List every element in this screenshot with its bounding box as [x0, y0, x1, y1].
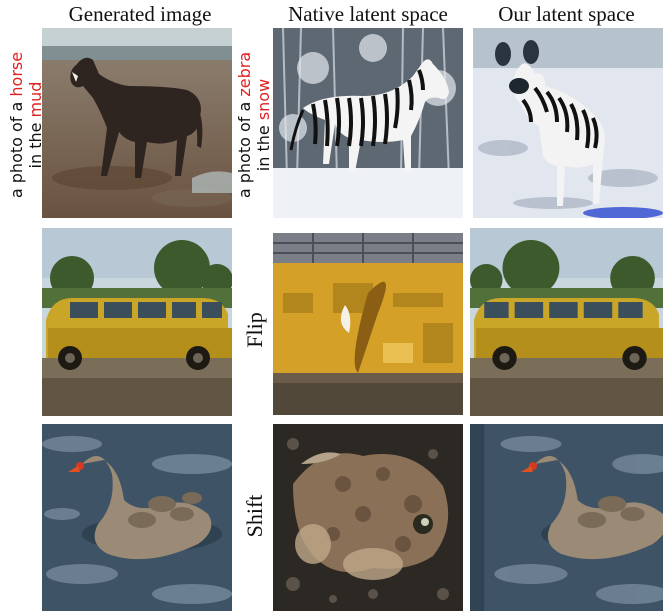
header-our-latent-space: Our latent space — [498, 2, 635, 26]
image-shift-native-latent — [273, 424, 463, 611]
image-zebra-our-latent — [473, 28, 663, 218]
prompt-highlight-horse: horse — [7, 51, 26, 97]
prompt-zebra-snow: a photo of a zebra in the snow — [235, 51, 273, 199]
image-horse-in-mud — [42, 28, 232, 218]
image-flip-our-latent — [470, 228, 663, 416]
image-zebra-native-latent — [273, 28, 463, 218]
prompt-highlight-zebra: zebra — [235, 51, 254, 97]
operation-label-shift: Shift — [242, 494, 267, 538]
image-yellow-car-generated — [42, 228, 232, 416]
prompt-highlight-snow: snow — [254, 78, 273, 121]
image-shift-our-latent — [470, 424, 663, 611]
header-native-latent-space: Native latent space — [288, 2, 448, 26]
prompt-horse-mud: a photo of a horse in the mud — [7, 51, 45, 199]
operation-label-flip: Flip — [242, 312, 267, 348]
image-swan-generated — [42, 424, 232, 611]
image-flip-native-latent — [273, 233, 463, 415]
header-generated-image: Generated image — [68, 2, 212, 26]
